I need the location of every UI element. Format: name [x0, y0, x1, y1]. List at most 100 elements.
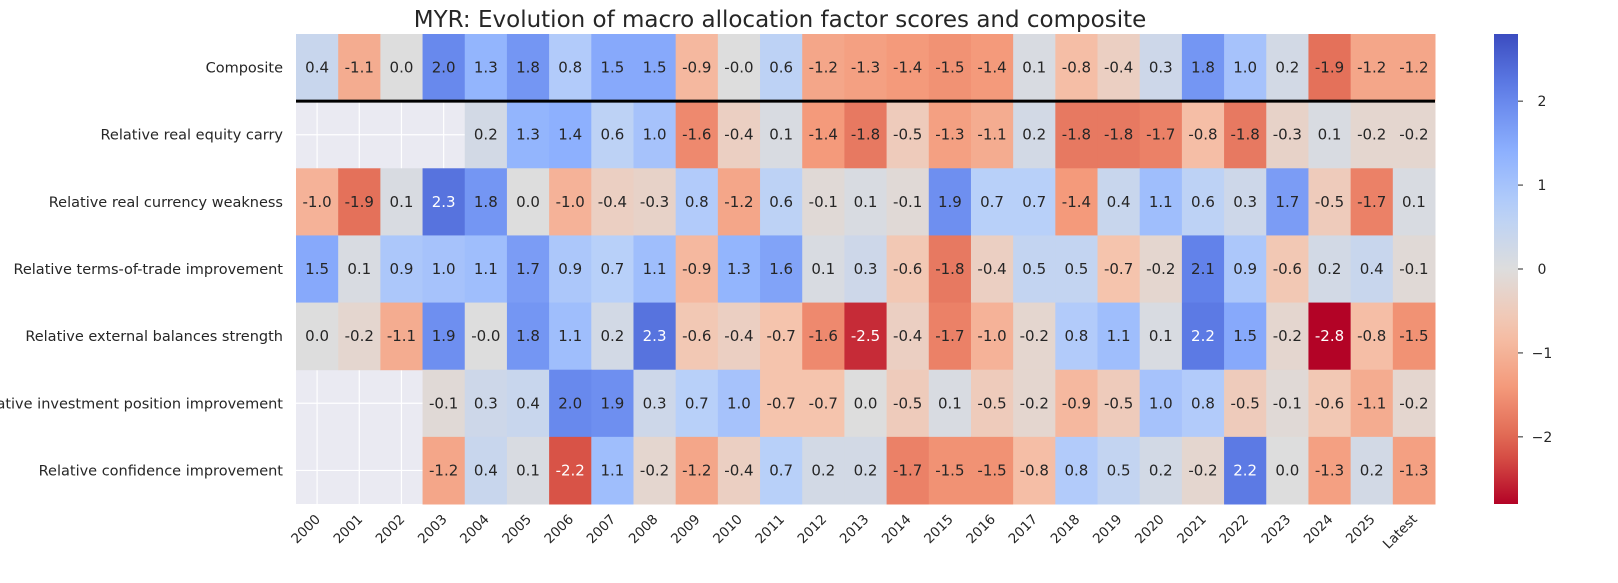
heatmap-cell	[464, 168, 508, 236]
heatmap-cell	[1350, 235, 1394, 304]
heatmap-cell	[506, 34, 550, 102]
cell-label: 0.2	[811, 461, 835, 479]
column-label: 2018	[1048, 512, 1084, 548]
cell-label: -1.7	[1357, 193, 1386, 211]
heatmap-cell	[591, 436, 634, 505]
column-label: 2013	[837, 512, 873, 548]
cell-label: 1.5	[600, 59, 624, 77]
column-label: 2009	[668, 512, 704, 548]
heatmap-cell	[1224, 235, 1267, 304]
heatmap-cell	[380, 34, 424, 102]
heatmap-cell	[928, 369, 972, 438]
cell-label: -1.2	[1357, 59, 1386, 77]
cell-label: -0.2	[1020, 394, 1049, 412]
cell-label: 2.1	[1191, 260, 1215, 278]
column-label: 2002	[373, 512, 409, 548]
heatmap-cell	[1224, 369, 1267, 438]
row-label: Relative real equity carry	[101, 128, 284, 144]
cell-label: 1.0	[432, 260, 456, 278]
cell-label: -1.4	[1062, 193, 1091, 211]
cell-label: 1.1	[643, 260, 667, 278]
cell-label: -1.5	[935, 59, 964, 77]
heatmap-cell	[633, 101, 677, 169]
heatmap-cell	[844, 235, 888, 304]
column-label: 2024	[1301, 512, 1337, 548]
row-label: Relative investment position improvement	[0, 396, 283, 412]
heatmap-cell	[591, 369, 634, 438]
column-label: 2011	[752, 512, 788, 548]
cell-label: -1.7	[935, 327, 964, 345]
cell-label: -0.7	[766, 394, 795, 412]
cell-label: -1.5	[1399, 327, 1428, 345]
heatmap-cell	[760, 369, 803, 438]
heatmap-cell	[1308, 436, 1352, 505]
cell-label: -0.2	[640, 461, 669, 479]
cell-label: 0.9	[558, 260, 582, 278]
cell-label: 2.3	[432, 193, 456, 211]
cell-label: -1.4	[977, 59, 1006, 77]
column-label: 2000	[288, 512, 324, 548]
heatmap-cell	[506, 101, 550, 169]
cell-label: -2.2	[556, 461, 585, 479]
cell-label: -0.1	[1273, 394, 1302, 412]
heatmap-cell	[591, 302, 634, 371]
cell-label: -0.9	[682, 260, 711, 278]
heatmap-cell	[717, 369, 761, 438]
cell-label: -0.5	[1231, 394, 1260, 412]
cell-label: -0.4	[598, 193, 627, 211]
cell-label: 1.1	[558, 327, 582, 345]
heatmap-cell	[549, 302, 592, 371]
column-label: 2008	[626, 512, 662, 548]
heatmap-cell	[760, 101, 803, 169]
heatmap-cell	[1350, 436, 1394, 505]
row-label: Relative confidence improvement	[39, 463, 284, 479]
cell-label: 0.1	[769, 126, 793, 144]
column-label: 2007	[584, 512, 620, 548]
heatmap-cell	[422, 168, 466, 236]
heatmap-cell	[844, 302, 888, 371]
heatmap-cell	[1013, 302, 1056, 371]
column-label: 2005	[499, 512, 535, 548]
cell-label: 0.4	[305, 59, 329, 77]
heatmap-cell	[928, 101, 972, 169]
cell-label: 1.3	[474, 59, 498, 77]
heatmap-cell	[675, 436, 719, 505]
cell-label: -1.3	[1399, 461, 1428, 479]
cell-label: -0.6	[893, 260, 922, 278]
heatmap-cell	[928, 436, 972, 505]
heatmap-cell	[1139, 235, 1183, 304]
cell-label: -0.2	[1146, 260, 1175, 278]
cell-label: -1.8	[1062, 126, 1091, 144]
cell-label: 1.8	[516, 327, 540, 345]
cell-label: 0.7	[769, 461, 793, 479]
cell-label: -0.2	[345, 327, 374, 345]
heatmap-cell	[717, 436, 761, 505]
heatmap-cell	[970, 34, 1014, 102]
heatmap-cell	[1181, 34, 1225, 102]
heatmap-cell	[296, 302, 339, 371]
cell-label: 0.2	[600, 327, 624, 345]
cell-label: 1.0	[1149, 394, 1173, 412]
heatmap-cell	[1350, 101, 1394, 169]
cell-label: -1.4	[809, 126, 838, 144]
cell-label: -0.5	[893, 394, 922, 412]
cell-label: 1.5	[305, 260, 329, 278]
heatmap-cell	[464, 369, 508, 438]
column-label: 2023	[1259, 512, 1295, 548]
cell-label: -0.4	[724, 126, 753, 144]
heatmap-cell	[1308, 168, 1352, 236]
heatmap-cell	[1266, 369, 1309, 438]
cell-label: 1.1	[474, 260, 498, 278]
heatmap-cell	[338, 168, 381, 236]
heatmap-cell	[1055, 369, 1099, 438]
heatmap-cell	[464, 436, 508, 505]
heatmap-cell	[1266, 302, 1309, 371]
row-label: Composite	[206, 61, 283, 77]
cell-label: -1.1	[1357, 394, 1386, 412]
heatmap-cell	[1266, 436, 1309, 505]
cell-label: 0.6	[769, 59, 793, 77]
column-label: 2016	[963, 512, 999, 548]
cell-label: 0.0	[1275, 461, 1299, 479]
heatmap-cell	[1013, 235, 1056, 304]
heatmap-cell	[464, 235, 508, 304]
